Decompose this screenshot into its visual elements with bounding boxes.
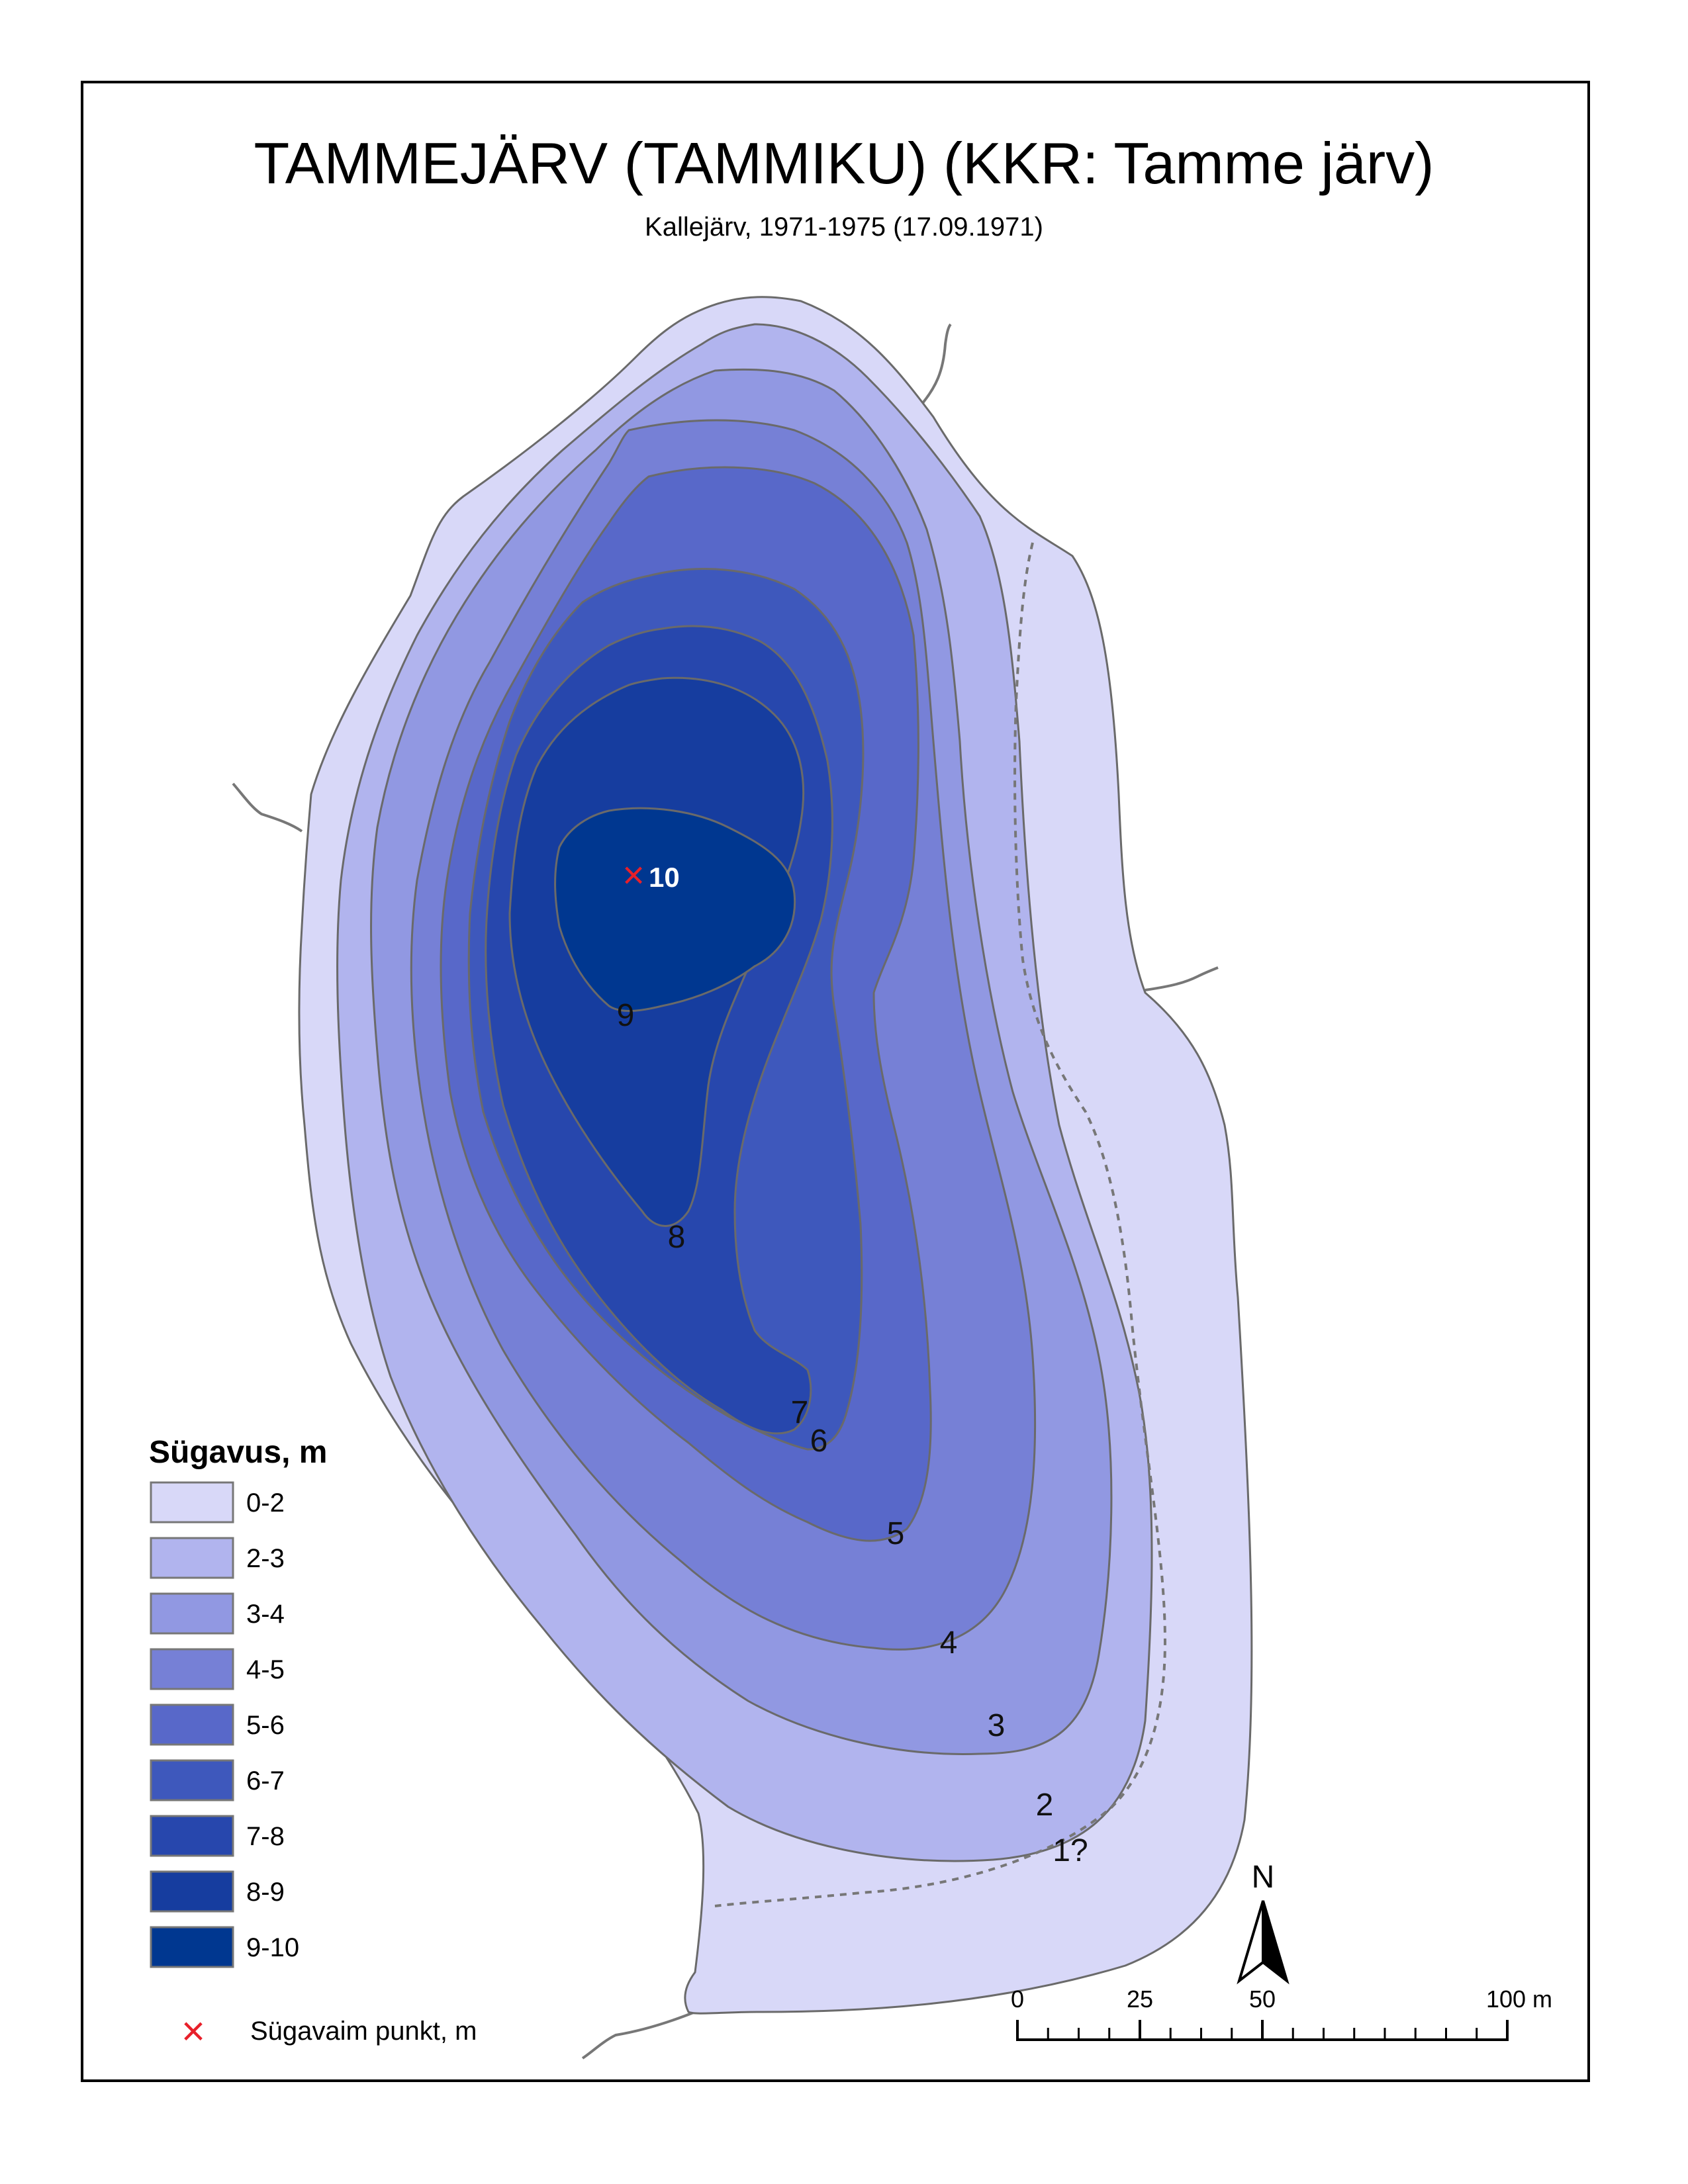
deepest-point-label: 10 (649, 862, 680, 893)
deepest-point-marker: × (622, 854, 645, 897)
depth-zone-9-10 (554, 807, 796, 1012)
streams (232, 323, 1219, 2060)
legend-deepest-label: Sügavaim punkt, m (250, 2017, 477, 2046)
legend-label-6-7: 6-7 (246, 1766, 285, 1796)
depth-zones (298, 296, 1253, 2015)
legend-label-9-10: 9-10 (246, 1933, 299, 1962)
legend-label-4-5: 4-5 (246, 1655, 285, 1684)
legend-label-7-8: 7-8 (246, 1822, 285, 1851)
legend-deepest-symbol: × (181, 2009, 205, 2054)
north-arrow-left-half (1237, 1900, 1264, 1985)
scale-bar-minor-ticks (1047, 2028, 1478, 2041)
contour-label-group: 9 8 7 6 5 4 3 2 1? (617, 998, 1088, 1868)
map-subtitle: Kallejärv, 1971-1975 (17.09.1971) (645, 212, 1043, 242)
legend-swatch-4-5 (150, 1648, 234, 1690)
scale-label-100: 100 m (1486, 1985, 1552, 2013)
scale-label-50: 50 (1249, 1985, 1276, 2013)
legend-label-0-2: 0-2 (246, 1488, 285, 1518)
map-title: TAMMEJÄRV (TAMMIKU) (KKR: Tamme järv) (254, 130, 1434, 196)
legend-label-2-3: 2-3 (246, 1544, 285, 1573)
legend-swatch-2-3 (150, 1537, 234, 1579)
scale-label-25: 25 (1127, 1985, 1153, 2013)
stream-east (1145, 966, 1219, 991)
legend-items: 0-2 2-3 3-4 4-5 5-6 6-7 7-8 8-9 9-10 (150, 1481, 299, 1968)
contour-label-6: 6 (810, 1424, 828, 1459)
legend-label-3-4: 3-4 (246, 1600, 285, 1629)
legend-label-8-9: 8-9 (246, 1878, 285, 1907)
scale-bar: 0 25 50 100 m (1011, 1985, 1552, 2041)
legend-swatch-7-8 (150, 1815, 234, 1857)
deepest-point: × 10 (622, 854, 680, 897)
legend-swatch-5-6 (150, 1704, 234, 1746)
legend-swatch-9-10 (150, 1926, 234, 1968)
contour-label-8: 8 (668, 1220, 686, 1255)
legend-label-5-6: 5-6 (246, 1711, 285, 1740)
contour-label-1-uncertain: 1? (1053, 1833, 1088, 1868)
contour-label-2: 2 (1036, 1788, 1054, 1823)
north-arrow-letter: N (1252, 1860, 1275, 1895)
legend-swatch-0-2 (150, 1481, 234, 1524)
north-arrow: N (1237, 1860, 1289, 1985)
legend: Sügavus, m 0-22-33-44-55-66-77-88-99-10 … (149, 1435, 477, 2054)
contour-label-9: 9 (617, 998, 635, 1033)
scale-label-0: 0 (1011, 1985, 1024, 2013)
contour-1m-dashed (714, 542, 1167, 1907)
legend-title: Sügavus, m (149, 1435, 327, 1470)
contour-label-3: 3 (988, 1708, 1006, 1743)
legend-swatch-8-9 (150, 1870, 234, 1913)
map-frame (81, 81, 1590, 2082)
stream-north (917, 323, 952, 409)
legend-swatch-3-4 (150, 1592, 234, 1635)
stream-south (581, 2011, 696, 2060)
contour-label-4: 4 (940, 1625, 958, 1661)
north-arrow-right-half (1262, 1900, 1289, 1985)
stream-west (232, 782, 303, 833)
legend-swatch-6-7 (150, 1759, 234, 1801)
contour-label-5: 5 (887, 1516, 905, 1551)
contour-label-7: 7 (791, 1395, 809, 1430)
